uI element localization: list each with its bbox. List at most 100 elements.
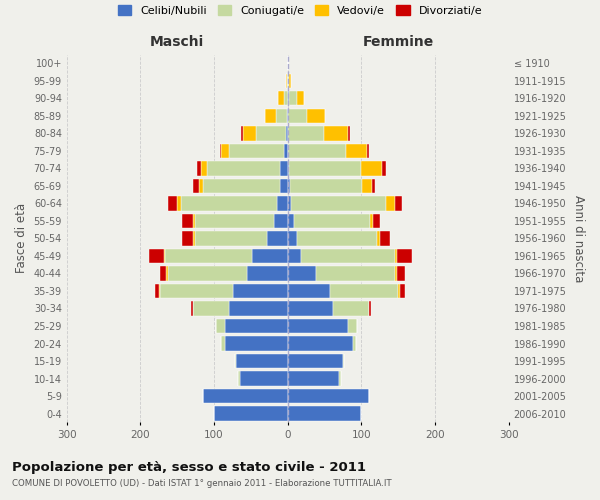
Bar [288,178,290,193]
Bar [193,231,195,246]
Bar [265,108,276,123]
Bar [182,214,193,228]
Text: COMUNE DI POVOLETTO (UD) - Dati ISTAT 1° gennaio 2011 - Elaborazione TUTTITALIA.: COMUNE DI POVOLETTO (UD) - Dati ISTAT 1°… [12,479,392,488]
Bar [288,336,353,350]
Bar [288,56,289,70]
Bar [288,196,292,210]
Bar [361,161,382,176]
Bar [287,74,288,88]
Bar [225,336,288,350]
Bar [280,178,288,193]
Bar [221,336,225,350]
Bar [182,231,193,246]
Bar [346,144,367,158]
Bar [288,126,289,140]
Bar [343,354,344,368]
Bar [316,266,395,280]
Bar [160,266,166,280]
Bar [274,214,288,228]
Bar [373,178,374,193]
Bar [348,319,357,333]
Bar [370,214,373,228]
Bar [236,354,288,368]
Bar [159,284,160,298]
Bar [293,214,370,228]
Bar [386,196,395,210]
Bar [193,214,195,228]
Bar [307,108,325,123]
Bar [164,249,166,263]
Bar [289,91,296,106]
Bar [288,161,289,176]
Bar [288,91,289,106]
Bar [280,161,288,176]
Legend: Celibi/Nubili, Coniugati/e, Vedovi/e, Divorziati/e: Celibi/Nubili, Coniugati/e, Vedovi/e, Di… [113,0,487,20]
Bar [292,196,386,210]
Bar [395,196,402,210]
Bar [229,144,284,158]
Bar [225,319,288,333]
Bar [353,336,356,350]
Bar [203,178,280,193]
Bar [284,91,288,106]
Bar [289,144,346,158]
Y-axis label: Fasce di età: Fasce di età [15,204,28,274]
Bar [278,91,284,106]
Bar [166,266,167,280]
Bar [191,302,193,316]
Bar [289,108,307,123]
Bar [301,249,395,263]
Bar [241,126,243,140]
Bar [167,266,247,280]
Bar [288,354,343,368]
Bar [287,108,288,123]
Bar [340,372,341,386]
Bar [398,284,400,298]
Bar [286,126,288,140]
Bar [367,144,369,158]
Bar [220,144,221,158]
Bar [289,126,324,140]
Bar [288,108,289,123]
Bar [298,231,377,246]
Bar [155,284,159,298]
Bar [214,406,288,421]
Bar [288,249,301,263]
Bar [199,178,203,193]
Bar [288,214,293,228]
Bar [217,319,225,333]
Y-axis label: Anni di nascita: Anni di nascita [572,194,585,282]
Bar [160,284,233,298]
Text: Femmine: Femmine [362,35,434,49]
Bar [221,144,229,158]
Bar [395,266,397,280]
Bar [233,284,288,298]
Bar [253,249,288,263]
Bar [276,108,287,123]
Bar [203,389,288,404]
Bar [284,144,288,158]
Bar [373,214,380,228]
Bar [334,302,369,316]
Text: Maschi: Maschi [150,35,205,49]
Bar [193,302,229,316]
Bar [286,74,287,88]
Bar [288,284,331,298]
Bar [380,231,390,246]
Bar [243,126,256,140]
Bar [149,249,164,263]
Bar [235,354,236,368]
Bar [195,231,267,246]
Bar [240,372,288,386]
Bar [289,74,292,88]
Bar [289,161,361,176]
Bar [400,284,405,298]
Bar [166,249,253,263]
Bar [362,178,373,193]
Bar [207,161,280,176]
Bar [397,249,412,263]
Bar [197,161,201,176]
Bar [238,372,240,386]
Bar [331,284,398,298]
Bar [288,372,340,386]
